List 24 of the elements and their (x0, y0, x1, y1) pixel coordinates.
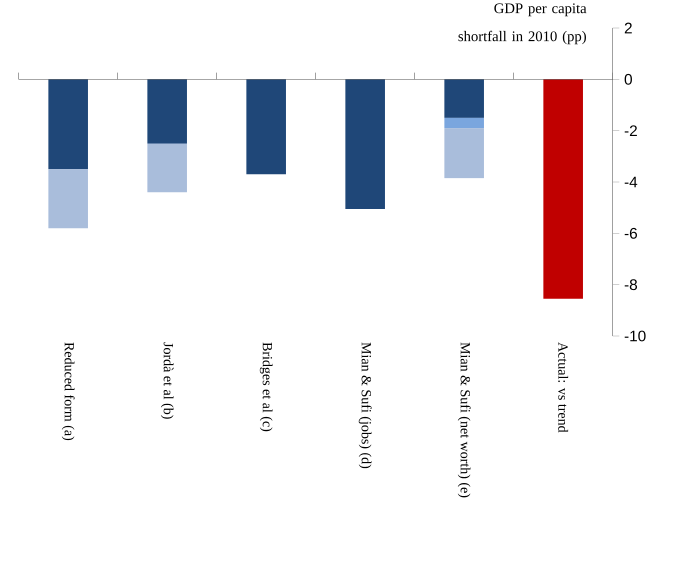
bar (147, 79, 187, 144)
y-tick-label: -4 (624, 176, 638, 188)
y-tick-label: -10 (624, 330, 646, 342)
x-tick-label: Jordà et al (b) (160, 342, 174, 419)
y-axis-title: GDP per capita shortfall in 2010 (pp) (458, 3, 586, 44)
bar (48, 169, 88, 228)
x-tick-label: Reduced form (a) (62, 342, 75, 440)
bar (345, 79, 385, 209)
x-tick-label: Actual: vs trend (558, 342, 568, 432)
y-tick-label: -8 (624, 279, 638, 290)
y-tick-label: -2 (624, 125, 637, 136)
bar (444, 79, 484, 118)
x-tick-label: Bridges et al (c) (260, 342, 273, 432)
y-tick-label: 0 (624, 74, 632, 85)
x-tick-label: Mian & Sufi (jobs) (d) (358, 342, 372, 468)
bar (246, 79, 286, 174)
bar (48, 79, 88, 170)
bar (444, 128, 484, 178)
bar (543, 79, 583, 299)
bar (147, 144, 187, 192)
x-tick-label: Mian & Sufi (net worth) (e) (458, 342, 471, 498)
y-tick-label: -6 (624, 228, 637, 239)
bar (444, 118, 484, 128)
y-tick-label: 2 (624, 22, 632, 34)
